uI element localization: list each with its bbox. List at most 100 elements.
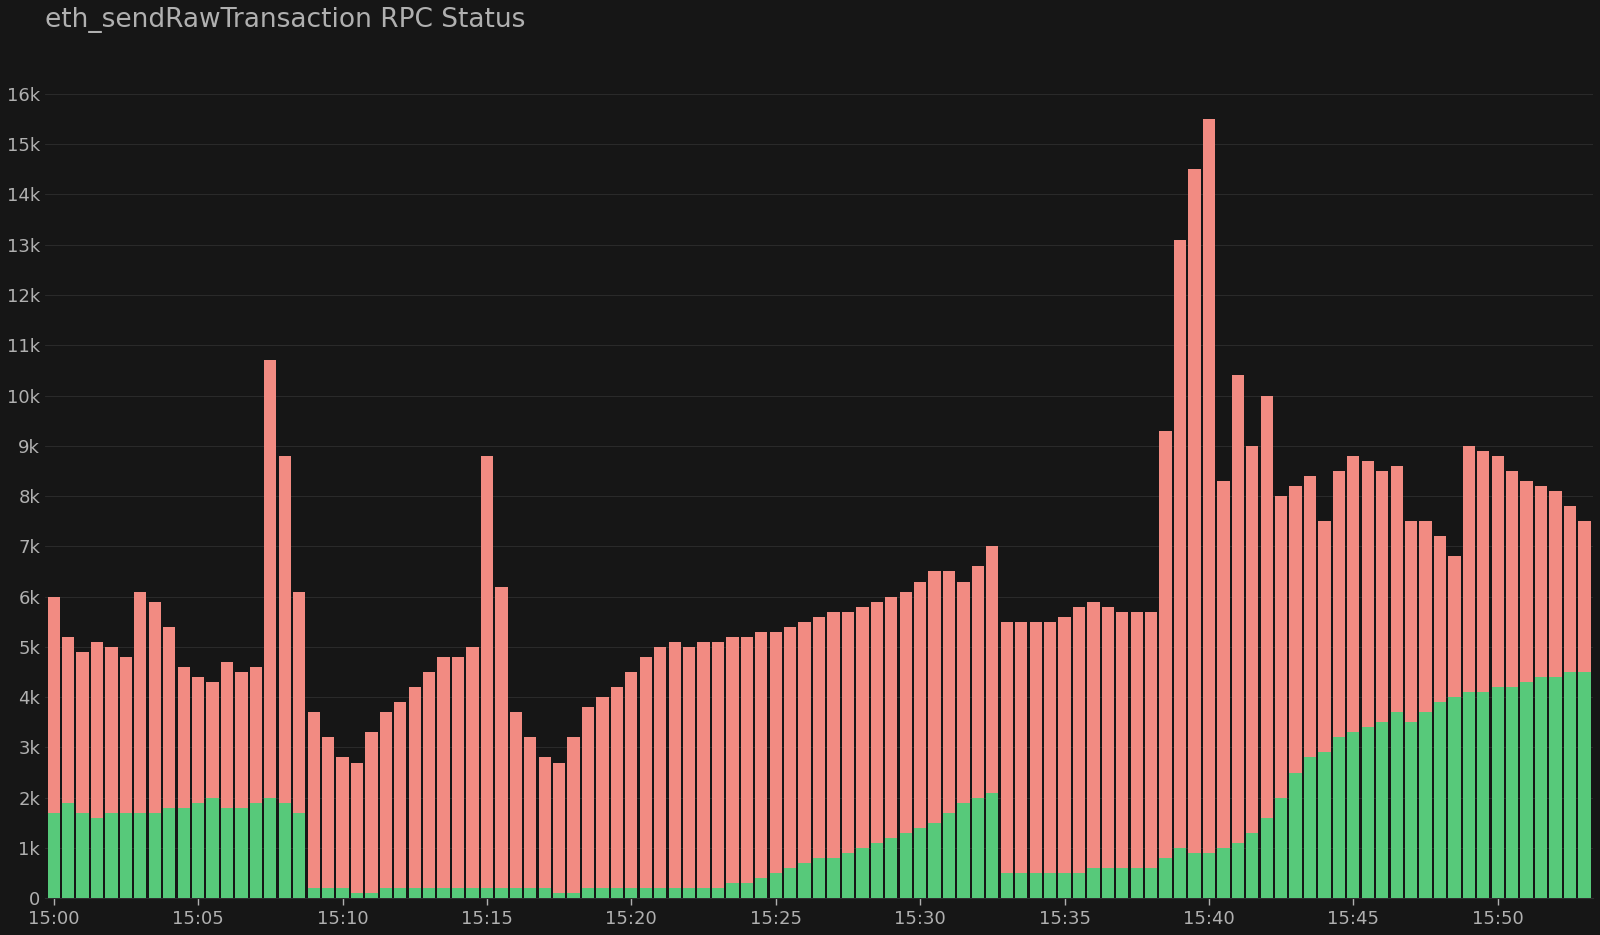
Bar: [1059, 873, 1070, 899]
Bar: [1549, 491, 1562, 677]
Bar: [669, 888, 680, 899]
Bar: [1491, 456, 1504, 687]
Bar: [1117, 868, 1128, 899]
Bar: [1318, 521, 1331, 753]
Bar: [842, 611, 854, 853]
Bar: [379, 712, 392, 888]
Bar: [466, 647, 478, 888]
Bar: [525, 888, 536, 899]
Bar: [827, 611, 840, 858]
Bar: [971, 798, 984, 899]
Bar: [554, 893, 565, 899]
Bar: [278, 456, 291, 803]
Bar: [942, 571, 955, 813]
Bar: [1462, 692, 1475, 899]
Bar: [1578, 672, 1590, 899]
Bar: [914, 582, 926, 827]
Bar: [1189, 853, 1200, 899]
Bar: [1131, 611, 1142, 868]
Bar: [1014, 622, 1027, 873]
Bar: [496, 888, 507, 899]
Bar: [1043, 873, 1056, 899]
Bar: [784, 626, 797, 868]
Bar: [1160, 431, 1171, 858]
Bar: [885, 597, 898, 838]
Bar: [1203, 119, 1214, 853]
Bar: [755, 632, 768, 878]
Bar: [1506, 471, 1518, 687]
Bar: [957, 582, 970, 803]
Bar: [1419, 712, 1432, 899]
Bar: [582, 888, 594, 899]
Bar: [451, 657, 464, 888]
Bar: [77, 813, 88, 899]
Bar: [1405, 723, 1418, 899]
Bar: [1218, 481, 1229, 848]
Bar: [149, 813, 162, 899]
Bar: [856, 848, 869, 899]
Bar: [408, 687, 421, 888]
Bar: [1347, 732, 1360, 899]
Bar: [1029, 622, 1042, 873]
Bar: [1000, 622, 1013, 873]
Bar: [350, 893, 363, 899]
Bar: [1043, 622, 1056, 873]
Bar: [726, 884, 739, 899]
Bar: [264, 798, 277, 899]
Bar: [1146, 611, 1157, 868]
Bar: [770, 873, 782, 899]
Bar: [250, 803, 262, 899]
Bar: [1520, 682, 1533, 899]
Bar: [1462, 446, 1475, 692]
Bar: [712, 641, 725, 888]
Bar: [813, 617, 826, 858]
Bar: [91, 641, 102, 818]
Bar: [422, 888, 435, 899]
Bar: [611, 687, 622, 888]
Bar: [1029, 873, 1042, 899]
Bar: [741, 637, 754, 884]
Bar: [206, 798, 219, 899]
Bar: [235, 672, 248, 808]
Bar: [1174, 239, 1186, 848]
Bar: [1506, 687, 1518, 899]
Bar: [1563, 506, 1576, 672]
Bar: [1477, 692, 1490, 899]
Bar: [1434, 702, 1446, 899]
Bar: [1448, 698, 1461, 899]
Bar: [928, 571, 941, 823]
Bar: [496, 586, 507, 888]
Bar: [1160, 858, 1171, 899]
Bar: [1534, 677, 1547, 899]
Bar: [870, 601, 883, 843]
Bar: [1376, 723, 1389, 899]
Bar: [971, 567, 984, 798]
Bar: [394, 702, 406, 888]
Bar: [1189, 169, 1200, 853]
Bar: [827, 858, 840, 899]
Bar: [120, 813, 133, 899]
Bar: [437, 888, 450, 899]
Bar: [942, 813, 955, 899]
Bar: [1347, 456, 1360, 732]
Bar: [1304, 757, 1317, 899]
Bar: [336, 888, 349, 899]
Bar: [856, 607, 869, 848]
Bar: [1117, 611, 1128, 868]
Bar: [1102, 868, 1114, 899]
Bar: [1434, 537, 1446, 702]
Bar: [178, 808, 190, 899]
Bar: [784, 868, 797, 899]
Bar: [669, 641, 680, 888]
Bar: [1362, 727, 1374, 899]
Bar: [1333, 738, 1346, 899]
Bar: [62, 637, 74, 803]
Bar: [654, 647, 666, 888]
Bar: [1405, 521, 1418, 723]
Bar: [1174, 848, 1186, 899]
Bar: [1102, 607, 1114, 868]
Bar: [293, 813, 306, 899]
Bar: [597, 698, 608, 888]
Bar: [408, 888, 421, 899]
Bar: [755, 878, 768, 899]
